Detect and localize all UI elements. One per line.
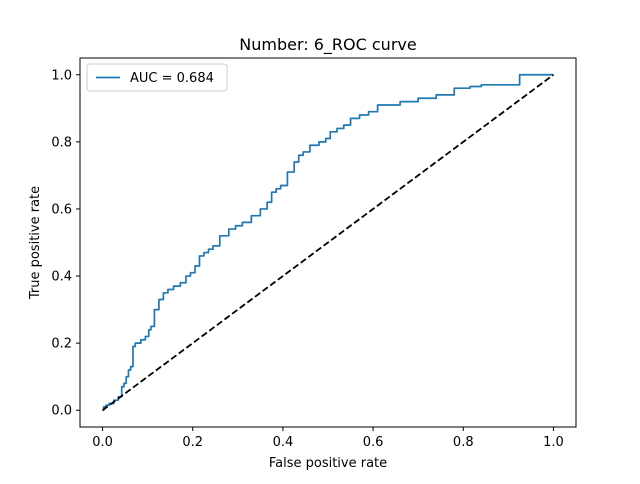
legend-box — [86, 63, 228, 92]
x-tick-label: 1.0 — [543, 435, 564, 450]
y-tick-label: 0.6 — [51, 202, 72, 217]
x-tick-label: 0.4 — [273, 435, 294, 450]
x-tick-label: 0.6 — [363, 435, 384, 450]
x-tick-label: 0.8 — [453, 435, 474, 450]
legend: AUC = 0.684 — [86, 63, 228, 92]
y-axis-ticks: 0.0 0.2 0.4 0.6 0.8 1.0 — [51, 68, 80, 419]
x-tick-label: 0.0 — [92, 435, 113, 450]
x-tick-label: 0.2 — [182, 435, 203, 450]
y-tick-label: 0.4 — [51, 270, 72, 285]
y-tick-label: 0.0 — [51, 404, 72, 419]
y-tick-label: 0.8 — [51, 135, 72, 150]
x-axis-ticks: 0.0 0.2 0.4 0.6 0.8 1.0 — [92, 427, 564, 450]
chart-title: Number: 6_ROC curve — [239, 35, 416, 55]
y-tick-label: 1.0 — [51, 68, 72, 83]
y-axis-label: True positive rate — [28, 186, 43, 300]
y-tick-label: 0.2 — [51, 337, 72, 352]
x-axis-label: False positive rate — [269, 456, 387, 471]
chance-diagonal-line — [102, 74, 554, 411]
legend-label: AUC = 0.684 — [130, 71, 214, 86]
series-layer — [102, 73, 554, 412]
roc-curve-line — [102, 73, 554, 412]
plot-frame — [79, 57, 577, 428]
